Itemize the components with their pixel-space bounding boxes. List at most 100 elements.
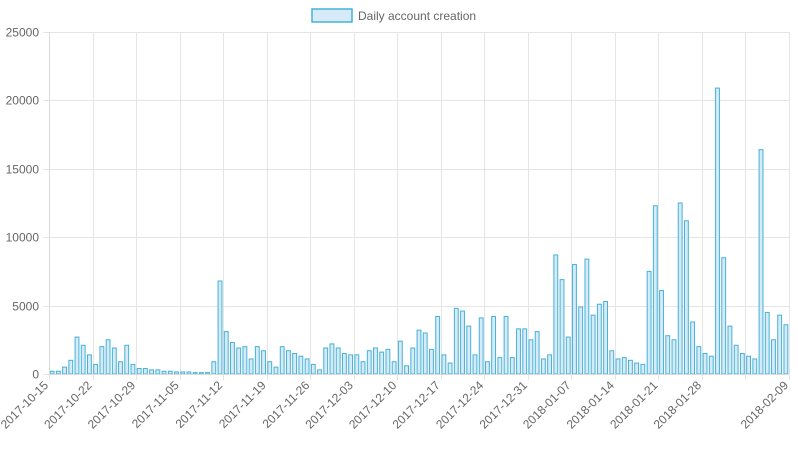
bar[interactable] (298, 355, 304, 375)
bar[interactable] (105, 339, 111, 375)
bar[interactable] (242, 346, 248, 375)
bar[interactable] (578, 306, 584, 375)
bar[interactable] (416, 329, 422, 375)
bar[interactable] (441, 354, 447, 375)
bar[interactable] (49, 370, 55, 375)
bar[interactable] (690, 321, 696, 375)
bar[interactable] (783, 324, 789, 375)
bar[interactable] (553, 254, 559, 375)
bar[interactable] (304, 358, 310, 375)
bar[interactable] (746, 355, 752, 375)
bar[interactable] (777, 314, 783, 375)
bar[interactable] (211, 361, 217, 375)
bar[interactable] (130, 363, 136, 375)
bar[interactable] (652, 205, 658, 375)
bar[interactable] (329, 343, 335, 375)
bar[interactable] (74, 336, 80, 375)
bar[interactable] (621, 357, 627, 375)
bar[interactable] (111, 347, 117, 375)
bar[interactable] (404, 365, 410, 375)
bar[interactable] (205, 372, 210, 375)
bar[interactable] (80, 344, 86, 375)
bar[interactable] (665, 335, 671, 375)
bar[interactable] (752, 358, 758, 375)
bar[interactable] (236, 347, 242, 375)
bar[interactable] (348, 354, 354, 375)
bar[interactable] (696, 346, 702, 375)
bar[interactable] (721, 257, 727, 375)
bar[interactable] (659, 290, 664, 375)
bar[interactable] (142, 368, 148, 375)
bar[interactable] (354, 354, 360, 375)
bar[interactable] (230, 342, 235, 375)
bar[interactable] (217, 280, 223, 375)
bar[interactable] (596, 303, 602, 375)
bar[interactable] (540, 358, 546, 375)
bar[interactable] (198, 372, 204, 375)
bar[interactable] (124, 344, 130, 375)
bar[interactable] (447, 362, 453, 375)
bar[interactable] (360, 361, 366, 375)
bar[interactable] (167, 370, 173, 375)
bar[interactable] (771, 339, 776, 375)
bar[interactable] (509, 357, 515, 375)
bar[interactable] (248, 358, 254, 375)
bar[interactable] (62, 366, 67, 375)
bar[interactable] (192, 372, 198, 375)
bar[interactable] (702, 352, 708, 375)
bar[interactable] (522, 328, 528, 375)
bar[interactable] (292, 352, 298, 375)
bar[interactable] (317, 369, 322, 375)
bar[interactable] (186, 371, 192, 375)
bar[interactable] (273, 366, 279, 375)
bar[interactable] (460, 310, 465, 375)
bar[interactable] (155, 369, 161, 375)
bar[interactable] (341, 352, 347, 375)
bar[interactable] (68, 359, 74, 375)
bar[interactable] (559, 279, 565, 375)
bar[interactable] (528, 339, 534, 375)
bar[interactable] (323, 347, 329, 375)
bar[interactable] (677, 202, 683, 375)
bar[interactable] (609, 350, 615, 375)
bar[interactable] (497, 357, 503, 375)
bar[interactable] (422, 332, 428, 375)
bar[interactable] (93, 363, 99, 375)
bar[interactable] (764, 311, 770, 375)
bar[interactable] (379, 351, 385, 375)
bar[interactable] (671, 339, 677, 375)
bar[interactable] (310, 363, 316, 375)
bar[interactable] (267, 361, 273, 375)
bar[interactable] (739, 352, 745, 375)
bar[interactable] (99, 346, 105, 375)
bar[interactable] (708, 355, 714, 375)
bar[interactable] (478, 317, 484, 375)
bar[interactable] (55, 370, 61, 375)
bar[interactable] (161, 370, 167, 375)
bar[interactable] (180, 371, 186, 375)
bar[interactable] (516, 328, 521, 375)
bar[interactable] (572, 264, 577, 375)
bar[interactable] (118, 361, 123, 375)
bar[interactable] (547, 354, 553, 375)
chart-legend[interactable]: Daily account creation (311, 8, 476, 23)
bar[interactable] (758, 149, 764, 375)
bar[interactable] (391, 361, 397, 375)
bar[interactable] (472, 354, 478, 375)
bar[interactable] (727, 325, 733, 375)
bar[interactable] (466, 325, 472, 375)
bar[interactable] (484, 361, 490, 375)
bar[interactable] (435, 316, 441, 375)
bar[interactable] (223, 331, 229, 375)
bar[interactable] (503, 316, 509, 375)
bar[interactable] (534, 331, 540, 375)
bar[interactable] (429, 348, 434, 375)
bar[interactable] (174, 371, 179, 375)
bar[interactable] (136, 368, 142, 375)
bar[interactable] (646, 270, 652, 375)
bar[interactable] (285, 350, 291, 375)
bar[interactable] (715, 87, 720, 375)
bar[interactable] (373, 347, 378, 375)
bar[interactable] (335, 347, 341, 375)
bar[interactable] (86, 354, 92, 375)
